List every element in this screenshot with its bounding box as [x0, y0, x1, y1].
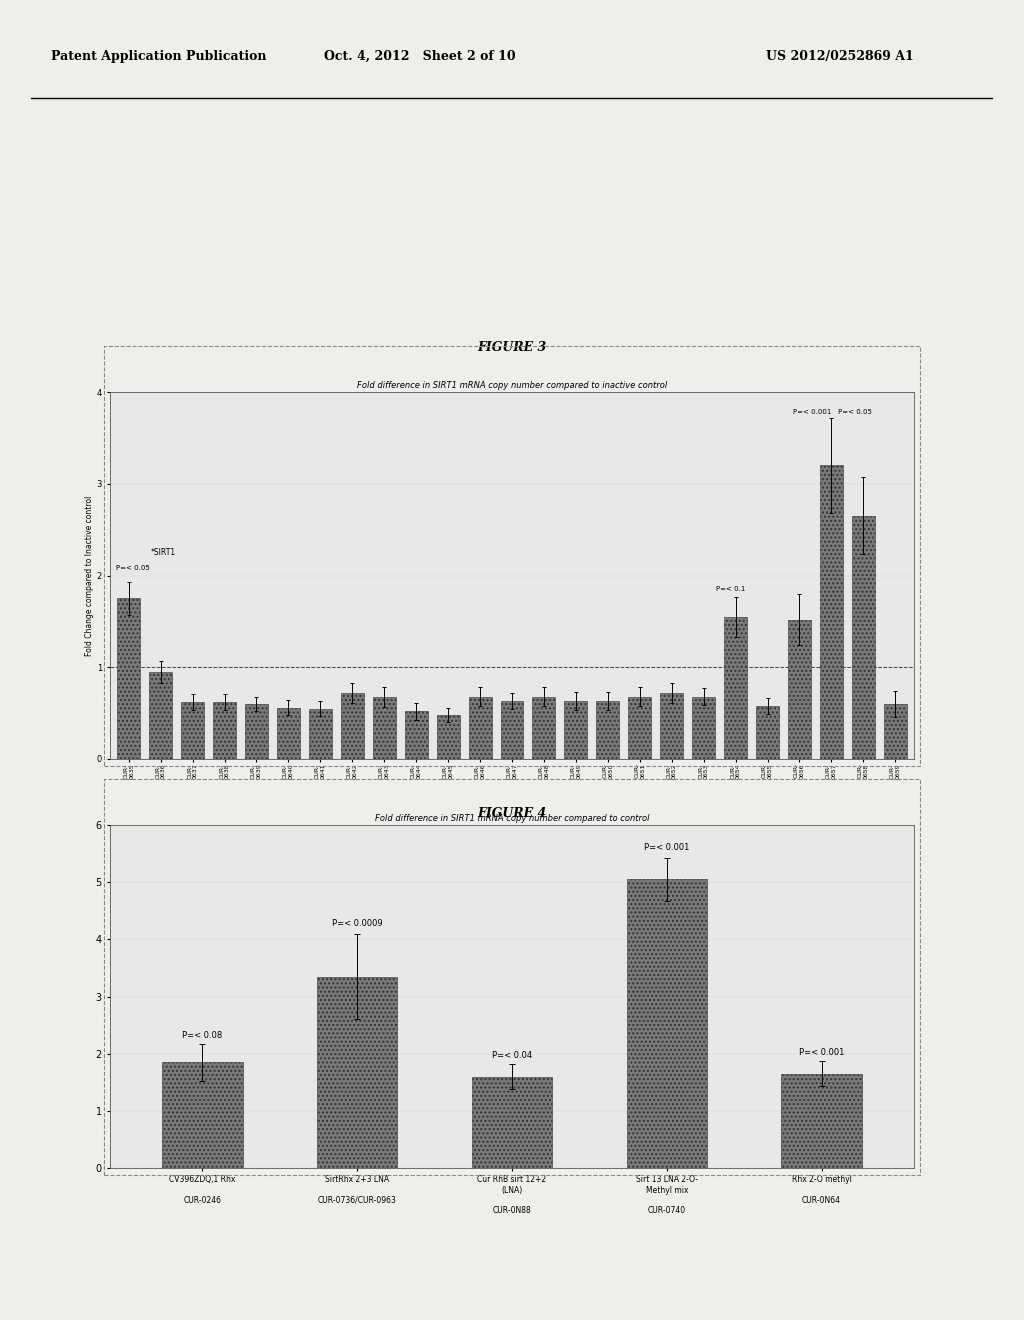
Bar	[469, 697, 492, 759]
Bar	[436, 715, 460, 759]
Text: P=< 0.04: P=< 0.04	[492, 1051, 532, 1060]
Bar	[692, 697, 715, 759]
Y-axis label: Fold Change compared to Inactive control: Fold Change compared to Inactive control	[85, 495, 94, 656]
Text: P=< 0.1: P=< 0.1	[717, 586, 745, 593]
Text: P=< 0.05: P=< 0.05	[116, 565, 150, 572]
Bar	[596, 701, 620, 759]
Bar	[627, 879, 707, 1168]
Bar	[276, 708, 300, 759]
Bar	[660, 693, 683, 759]
Text: Patent Application Publication: Patent Application Publication	[51, 50, 266, 63]
Text: P=< 0.001: P=< 0.001	[644, 843, 689, 853]
Text: P=< 0.001: P=< 0.001	[799, 1048, 844, 1056]
Bar	[213, 702, 237, 759]
Text: Oct. 4, 2012   Sheet 2 of 10: Oct. 4, 2012 Sheet 2 of 10	[324, 50, 516, 63]
Bar	[532, 697, 555, 759]
Bar	[181, 702, 204, 759]
Bar	[117, 598, 140, 759]
Bar	[501, 701, 523, 759]
Bar	[629, 697, 651, 759]
Bar	[781, 1074, 862, 1168]
Text: P=< 0.001   P=< 0.05: P=< 0.001 P=< 0.05	[793, 409, 872, 414]
Title: Fold difference in SIRT1 mRNA copy number compared to inactive control: Fold difference in SIRT1 mRNA copy numbe…	[357, 381, 667, 389]
Text: P=< 0.08: P=< 0.08	[182, 1031, 222, 1040]
Text: US 2012/0252869 A1: US 2012/0252869 A1	[766, 50, 913, 63]
Text: P=< 0.0009: P=< 0.0009	[332, 919, 383, 928]
Bar	[341, 693, 364, 759]
Bar	[373, 697, 395, 759]
Bar	[564, 701, 588, 759]
Text: FIGURE 3: FIGURE 3	[477, 341, 547, 354]
Bar	[820, 466, 843, 759]
Bar	[852, 516, 874, 759]
Bar	[162, 1063, 243, 1168]
Bar	[724, 616, 748, 759]
Bar	[245, 704, 268, 759]
Bar	[472, 1077, 552, 1168]
Text: *SIRT1: *SIRT1	[152, 548, 176, 557]
Bar	[756, 706, 779, 759]
Bar	[309, 709, 332, 759]
Text: FIGURE 4: FIGURE 4	[477, 807, 547, 820]
Bar	[317, 977, 397, 1168]
Bar	[884, 704, 907, 759]
Bar	[404, 711, 428, 759]
Bar	[150, 672, 172, 759]
Title: Fold difference in SIRT1 mRNA copy number compared to control: Fold difference in SIRT1 mRNA copy numbe…	[375, 814, 649, 822]
Bar	[787, 619, 811, 759]
